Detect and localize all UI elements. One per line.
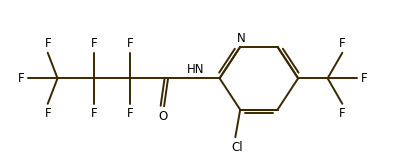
Text: N: N [237,32,245,45]
Text: F: F [91,107,97,120]
Text: F: F [339,107,346,120]
Text: HN: HN [187,63,205,76]
Text: Cl: Cl [231,141,243,154]
Text: F: F [127,107,134,120]
Text: F: F [91,37,97,50]
Text: F: F [45,107,51,120]
Text: F: F [361,72,368,85]
Text: F: F [45,37,51,50]
Text: F: F [18,72,24,85]
Text: F: F [339,37,346,50]
Text: F: F [127,37,134,50]
Text: O: O [158,110,167,123]
